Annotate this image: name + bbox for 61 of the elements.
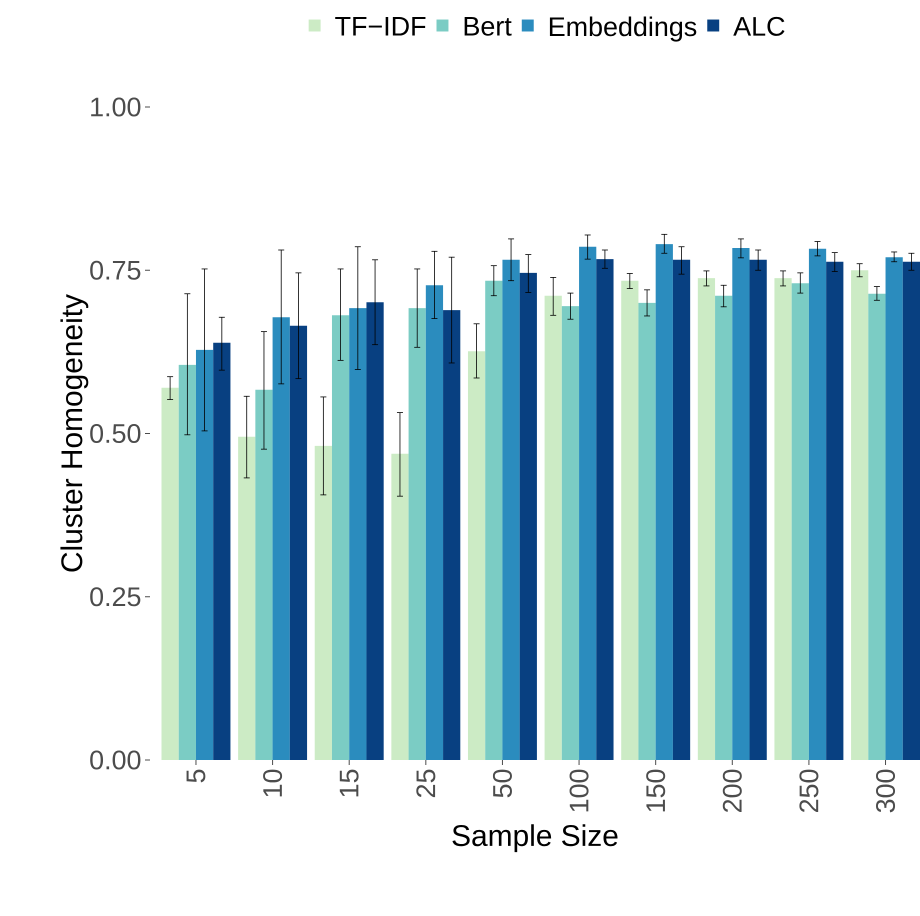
bar xyxy=(213,342,230,760)
bar xyxy=(349,308,366,760)
y-tick-label: 0.25 xyxy=(90,587,140,606)
bar xyxy=(750,260,767,760)
legend-label: Embeddings xyxy=(550,16,696,42)
x-tick-label: 250 xyxy=(799,770,818,812)
x-tick-label: 50 xyxy=(492,770,512,798)
x-axis-title: Sample Size xyxy=(452,824,618,852)
x-tick-label: 10 xyxy=(263,770,282,796)
bar xyxy=(792,283,809,760)
x-tick-label: 100 xyxy=(570,770,589,812)
y-tick-label: 1.00 xyxy=(91,97,140,117)
bar xyxy=(520,272,537,760)
bar xyxy=(255,390,273,760)
bar xyxy=(826,262,844,760)
bar xyxy=(196,350,214,760)
legend-label: Bert xyxy=(464,16,512,36)
bar xyxy=(332,315,350,760)
bar xyxy=(443,310,460,760)
y-tick-label: 0.75 xyxy=(90,260,140,280)
bar xyxy=(579,246,596,760)
x-tick-label: 300 xyxy=(876,770,896,812)
x-tick-label: 150 xyxy=(646,770,666,812)
bar xyxy=(502,260,520,760)
bar xyxy=(468,351,486,760)
bar xyxy=(808,248,826,760)
x-tick-label: 15 xyxy=(340,770,359,796)
bar xyxy=(672,260,690,760)
x-tick-label: 25 xyxy=(416,770,436,798)
bar xyxy=(314,446,332,760)
y-tick-label: 0.00 xyxy=(90,750,140,770)
bar xyxy=(272,317,290,760)
bar xyxy=(656,244,673,760)
bar xyxy=(698,278,716,760)
y-tick-label: 0.50 xyxy=(90,424,140,444)
bar xyxy=(886,257,903,760)
bar xyxy=(562,306,580,760)
bar xyxy=(638,302,656,760)
x-tick-label: 5 xyxy=(186,770,206,782)
bar xyxy=(774,278,792,760)
bar xyxy=(178,364,196,760)
bar xyxy=(161,388,179,760)
legend-label: ALC xyxy=(733,16,784,36)
bar xyxy=(596,259,614,760)
bar xyxy=(485,280,502,760)
bar xyxy=(366,302,384,760)
bar xyxy=(851,270,868,760)
bar xyxy=(408,308,426,760)
bar xyxy=(732,248,750,760)
bar xyxy=(902,262,920,760)
bar xyxy=(391,454,409,760)
bar xyxy=(238,436,256,760)
legend-label: TF−IDF xyxy=(335,16,426,36)
bar xyxy=(621,280,638,760)
bar xyxy=(544,296,562,760)
bar xyxy=(290,326,308,760)
bar xyxy=(426,285,444,760)
y-axis-title: Cluster Homogeneity xyxy=(60,294,88,572)
bar xyxy=(868,294,886,760)
x-tick-label: 200 xyxy=(722,770,742,812)
bar xyxy=(715,296,732,760)
